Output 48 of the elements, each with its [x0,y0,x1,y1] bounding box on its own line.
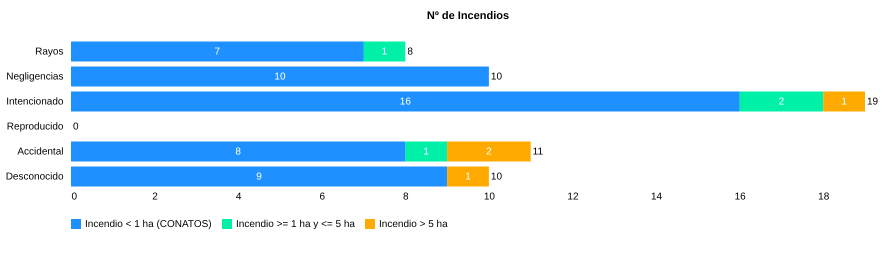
chart-title: Nº de Incendios [426,10,510,22]
total-label: 8 [407,46,414,58]
y-tick-label: Desconocido [6,172,64,182]
y-tick-label: Reproducido [6,122,64,132]
data-label: 1 [423,146,430,158]
bar [740,92,824,112]
data-label: 9 [256,172,262,182]
bar [823,92,865,112]
total-label: 10 [490,172,502,182]
total-label: 10 [490,72,502,82]
bar [71,142,406,162]
data-label: 1 [382,46,388,58]
bar [71,42,364,62]
data-label: 16 [400,96,412,108]
x-tick-label: 16 [734,192,746,202]
legend-label: Incendio > 5 ha [379,219,448,230]
x-tick-label: 10 [484,192,496,202]
y-tick-label: Accidental [17,146,64,158]
data-label: 8 [235,146,242,158]
y-tick-label: Rayos [35,46,64,58]
text: 0 [73,122,79,132]
x-tick-label: 18 [818,192,830,202]
data-label: 10 [274,72,286,82]
x-tick-label: 12 [567,192,579,202]
bar [405,142,448,162]
y-tick-label: Intencionado [6,96,64,108]
x-tick-label: 2 [152,192,158,202]
x-tick-label: 8 [403,192,410,202]
bar [447,142,531,162]
bar [71,66,489,86]
bar [71,92,740,112]
total-label: 19 [867,96,879,108]
bar [71,166,448,186]
data-label: 1 [841,96,848,108]
bar [447,166,489,186]
y-tick-label: Negligencias [6,72,64,82]
bar [364,42,406,62]
legend-label: Incendio >= 1 ha y <= 5 ha [236,219,356,230]
data-label: 1 [465,172,472,182]
data-label: 7 [214,46,220,58]
data-label: 2 [778,96,785,108]
x-tick-label: 6 [319,192,326,202]
total-label: 11 [532,146,544,158]
x-tick-label: 0 [72,192,78,202]
data-label: 2 [486,146,492,158]
x-tick-label: 14 [650,192,663,202]
legend-label: Incendio < 1 ha (CONATOS) [85,219,212,230]
x-tick-label: 4 [236,192,242,202]
